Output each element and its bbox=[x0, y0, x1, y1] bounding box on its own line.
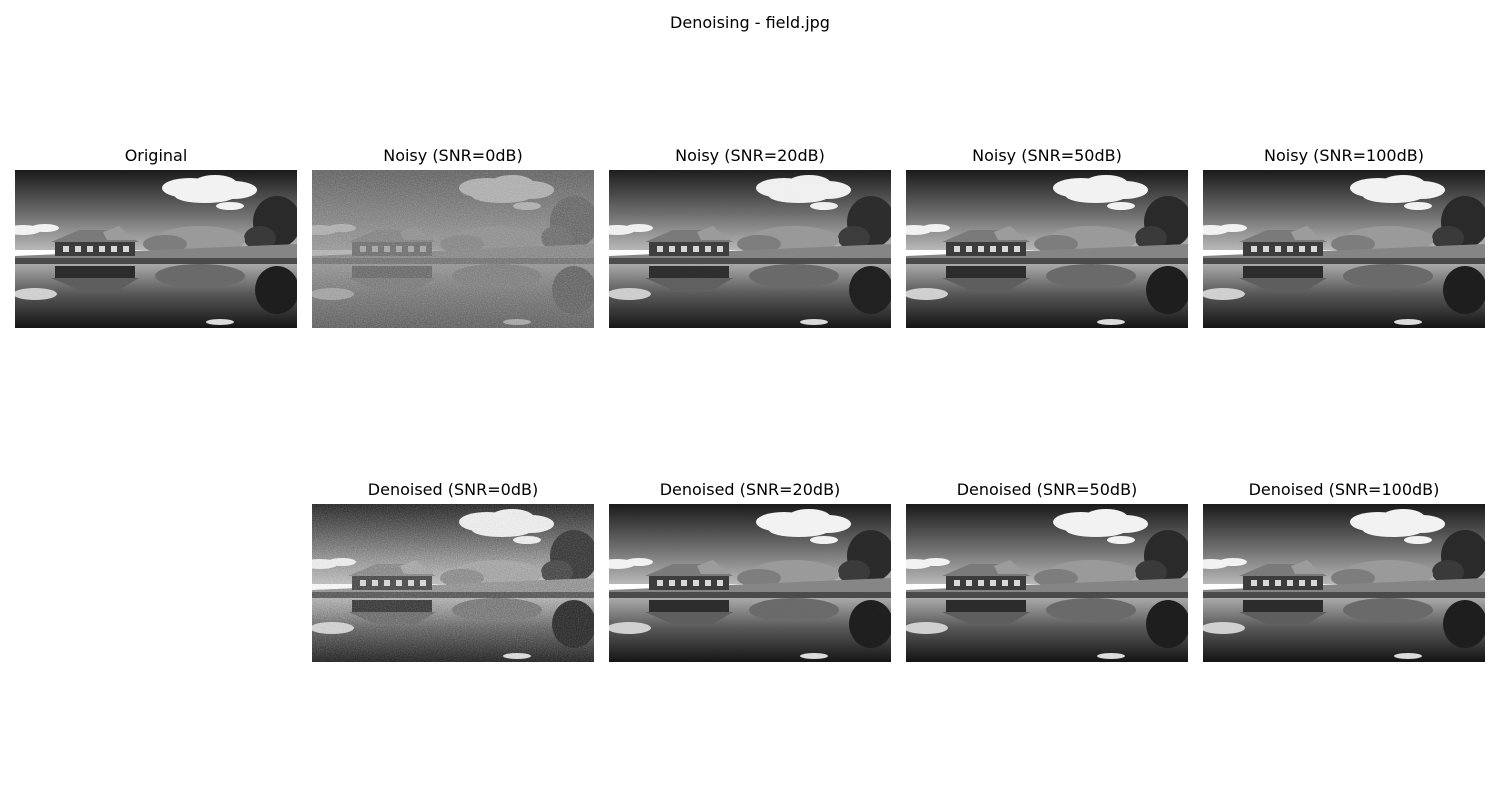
field-image-canvas bbox=[1203, 170, 1485, 328]
field-image bbox=[609, 504, 891, 662]
panel-noisy-20db: Noisy (SNR=20dB) bbox=[609, 146, 891, 328]
panel-denoised-0db: Denoised (SNR=0dB) bbox=[312, 480, 594, 662]
panel-title: Noisy (SNR=0dB) bbox=[383, 146, 523, 165]
field-image-canvas bbox=[1203, 504, 1485, 662]
field-image bbox=[906, 170, 1188, 328]
field-image-canvas bbox=[609, 504, 891, 662]
field-image bbox=[1203, 170, 1485, 328]
panel-noisy-0db: Noisy (SNR=0dB) bbox=[312, 146, 594, 328]
panel-denoised-50db: Denoised (SNR=50dB) bbox=[906, 480, 1188, 662]
field-image bbox=[312, 170, 594, 328]
scene bbox=[15, 170, 297, 328]
panel-title: Noisy (SNR=50dB) bbox=[972, 146, 1122, 165]
field-image-canvas bbox=[312, 504, 594, 662]
panel-title: Noisy (SNR=20dB) bbox=[675, 146, 825, 165]
scene bbox=[906, 170, 1188, 328]
panel-noisy-50db: Noisy (SNR=50dB) bbox=[906, 146, 1188, 328]
field-image bbox=[906, 504, 1188, 662]
scene bbox=[1203, 504, 1485, 662]
panel-title: Denoised (SNR=50dB) bbox=[956, 480, 1138, 499]
field-image bbox=[1203, 504, 1485, 662]
figure-title: Denoising - field.jpg bbox=[670, 13, 830, 32]
field-image-canvas bbox=[312, 170, 594, 328]
panel-title: Denoised (SNR=100dB) bbox=[1248, 480, 1440, 499]
panel-title: Original bbox=[124, 146, 188, 165]
panel-denoised-100db: Denoised (SNR=100dB) bbox=[1203, 480, 1485, 662]
panel-title: Denoised (SNR=20dB) bbox=[659, 480, 841, 499]
scene bbox=[609, 504, 891, 662]
scene bbox=[609, 170, 891, 328]
field-image bbox=[15, 170, 297, 328]
field-image-canvas bbox=[15, 170, 297, 328]
panel-title: Denoised (SNR=0dB) bbox=[367, 480, 539, 499]
field-image bbox=[609, 170, 891, 328]
field-image-canvas bbox=[906, 170, 1188, 328]
scene bbox=[1203, 170, 1485, 328]
field-image bbox=[312, 504, 594, 662]
panel-original: Original bbox=[15, 146, 297, 328]
panel-denoised-20db: Denoised (SNR=20dB) bbox=[609, 480, 891, 662]
field-image-canvas bbox=[906, 504, 1188, 662]
panel-noisy-100db: Noisy (SNR=100dB) bbox=[1203, 146, 1485, 328]
panel-title: Noisy (SNR=100dB) bbox=[1264, 146, 1424, 165]
field-image-canvas bbox=[609, 170, 891, 328]
scene bbox=[906, 504, 1188, 662]
